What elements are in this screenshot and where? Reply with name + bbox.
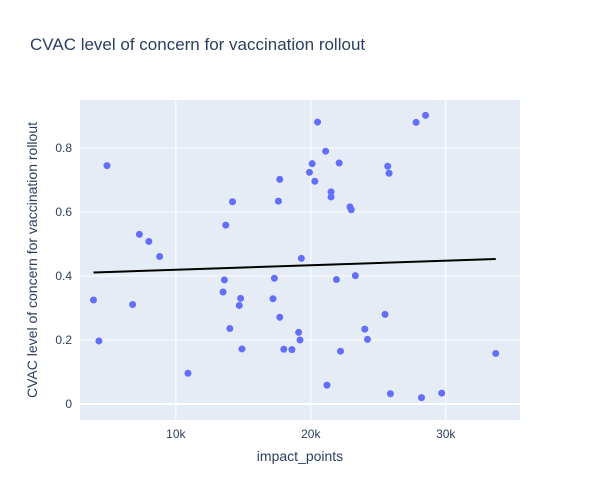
scatter-point xyxy=(327,193,335,201)
scatter-point xyxy=(322,147,330,155)
scatter-point xyxy=(222,221,230,229)
scatter-point xyxy=(336,347,344,355)
tick-labels: 0 0.2 0.4 0.6 0.8 10k 20k 30k xyxy=(55,141,456,441)
scatter-point xyxy=(347,206,355,214)
scatter-point xyxy=(103,162,111,170)
scatter-point xyxy=(220,276,228,284)
scatter-point xyxy=(296,336,304,344)
scatter-point xyxy=(438,389,446,397)
scatter-point xyxy=(276,175,284,183)
scatter-point xyxy=(219,288,227,296)
scatter-point xyxy=(269,295,277,303)
chart-title: CVAC level of concern for vaccination ro… xyxy=(30,35,365,54)
y-tick-label: 0.4 xyxy=(55,269,72,283)
scatter-point xyxy=(351,272,359,280)
trendline xyxy=(93,258,496,274)
scatter-point xyxy=(492,349,500,357)
scatter-point xyxy=(384,162,392,170)
scatter-point xyxy=(335,159,343,167)
x-tick-label: 20k xyxy=(301,427,321,441)
scatter-point xyxy=(308,160,316,168)
x-axis-title: impact_points xyxy=(257,448,343,464)
y-tick-label: 0.8 xyxy=(55,141,72,155)
y-tick-label: 0.6 xyxy=(55,205,72,219)
scatter-point xyxy=(297,254,305,262)
scatter-point xyxy=(226,324,234,332)
scatter-point xyxy=(135,230,143,238)
scatter-point xyxy=(270,274,278,282)
scatter-point xyxy=(129,300,137,308)
scatter-point xyxy=(417,394,425,402)
scatter-point xyxy=(184,369,192,377)
scatter-point xyxy=(332,276,340,284)
y-axis-title: CVAC level of concern for vaccination ro… xyxy=(24,122,40,398)
scatter-point xyxy=(386,390,394,398)
scatter-point xyxy=(412,118,420,126)
scatter-point xyxy=(229,198,237,206)
scatter-point xyxy=(95,337,103,345)
x-tick-label: 30k xyxy=(436,427,456,441)
scatter-point xyxy=(385,169,393,177)
scatter-point xyxy=(237,294,245,302)
scatter-point xyxy=(295,328,303,336)
trendline-layer xyxy=(93,258,496,274)
scatter-point xyxy=(323,381,331,389)
scatter-point xyxy=(280,345,288,353)
scatter-point xyxy=(363,335,371,343)
scatter-point xyxy=(274,197,282,205)
scatter-point xyxy=(145,237,153,245)
scatter-point xyxy=(235,301,243,309)
y-tick-label: 0 xyxy=(65,397,72,411)
x-tick-label: 10k xyxy=(166,427,186,441)
scatter-point xyxy=(422,111,430,119)
scatter-point xyxy=(311,177,319,185)
scatter-point xyxy=(381,310,389,318)
scatter-points xyxy=(89,111,500,402)
y-tick-label: 0.2 xyxy=(55,333,72,347)
scatter-point xyxy=(314,118,322,126)
scatter-point xyxy=(89,296,97,304)
scatter-point xyxy=(305,168,313,176)
scatter-point xyxy=(361,325,369,333)
scatter-point xyxy=(327,188,335,196)
scatter-point xyxy=(288,346,296,354)
scatter-point xyxy=(276,313,284,321)
scatter-point xyxy=(156,252,164,260)
scatter-point xyxy=(238,345,246,353)
